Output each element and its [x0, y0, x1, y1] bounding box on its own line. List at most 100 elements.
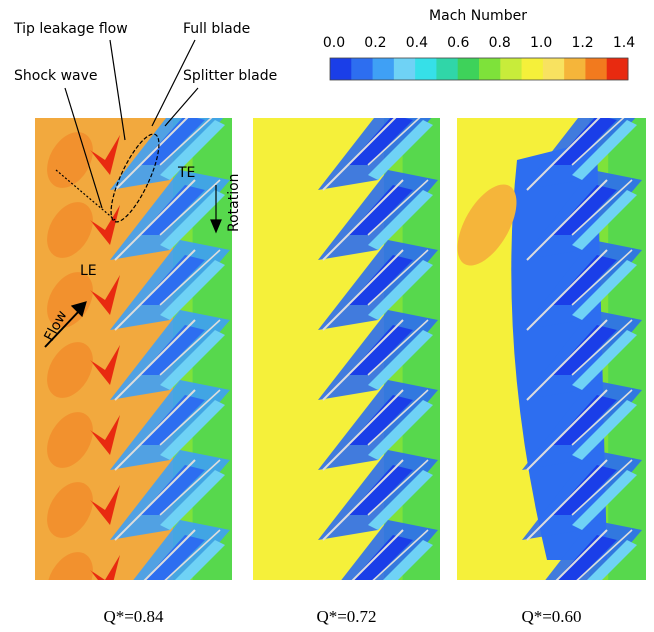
passage-core	[140, 185, 205, 235]
passage-core	[140, 325, 205, 375]
passage-core	[140, 465, 205, 515]
blade	[526, 118, 601, 191]
colorbar-swatch	[330, 58, 352, 80]
splitter	[159, 249, 221, 306]
annotation: Splitter blade	[183, 68, 277, 84]
contour-panel	[457, 118, 646, 580]
colorbar-swatch	[564, 58, 586, 80]
splitter	[367, 319, 429, 376]
passage-core	[144, 535, 205, 580]
blade	[114, 118, 189, 191]
colorbar-swatch	[457, 58, 480, 80]
passage-edge	[572, 400, 637, 460]
splitter	[367, 459, 429, 516]
blade	[555, 529, 608, 580]
passage-core	[140, 118, 205, 165]
panel-label: Q*=0.84	[103, 607, 164, 626]
shock-spot	[90, 275, 120, 315]
passage-core	[140, 395, 205, 445]
passage-edge	[572, 330, 637, 390]
passage-core	[348, 185, 413, 235]
annotation: LE	[80, 263, 97, 279]
colorbar-tick-label: 1.0	[530, 35, 552, 51]
colorbar-swatch	[372, 58, 395, 80]
splitter	[164, 529, 221, 580]
colorbar-tick-label: 0.6	[447, 35, 469, 51]
passage-edge	[368, 400, 433, 460]
colorbar-swatch	[351, 58, 374, 80]
panel-label: Q*=0.72	[316, 607, 376, 626]
region	[47, 202, 93, 258]
blade	[322, 459, 404, 541]
colorbar-frame	[329, 57, 629, 81]
passage-core	[552, 465, 617, 515]
colorbar-swatch	[606, 58, 629, 80]
splitter	[367, 179, 429, 236]
region	[47, 132, 93, 188]
passage-core	[348, 255, 413, 305]
passage-edge	[383, 540, 433, 580]
shock-spot	[90, 345, 120, 385]
region	[457, 184, 517, 266]
passage-edge	[160, 400, 225, 460]
shock-spot	[90, 555, 120, 580]
passage-edge	[160, 190, 225, 250]
blade	[526, 459, 608, 541]
annotation: Shock wave	[14, 68, 98, 84]
splitter	[571, 179, 633, 236]
region	[47, 482, 93, 538]
splitter	[367, 389, 429, 446]
blade	[322, 249, 404, 331]
colorbar-swatch	[479, 58, 501, 80]
passage-edge	[160, 260, 225, 320]
passage-edge	[160, 120, 225, 180]
blade	[114, 319, 196, 401]
passage-edge	[368, 120, 433, 180]
passage-core	[140, 255, 205, 305]
shock-spot	[90, 415, 120, 455]
passage-edge	[160, 470, 225, 530]
splitter	[571, 389, 633, 446]
passage-core	[352, 535, 413, 580]
splitter	[367, 118, 421, 166]
passage-edge	[160, 330, 225, 390]
splitter	[159, 319, 221, 376]
colorbar-swatch	[521, 58, 544, 80]
contour-panel	[35, 118, 232, 580]
colorbar-swatch	[542, 58, 565, 80]
blade	[322, 118, 397, 191]
passage-core	[552, 395, 617, 445]
passage-edge	[368, 260, 433, 320]
splitter	[571, 118, 625, 166]
region	[47, 552, 93, 580]
splitter	[159, 118, 213, 166]
splitter	[372, 529, 429, 580]
passage-edge	[572, 120, 637, 180]
passage-edge	[587, 540, 637, 580]
blade	[322, 319, 404, 401]
passage-edge	[572, 190, 637, 250]
annotation: Rotation	[226, 173, 242, 232]
blade	[114, 179, 196, 261]
blade	[351, 529, 404, 580]
colorbar-swatch	[436, 58, 459, 80]
passage-core	[552, 185, 617, 235]
splitter	[367, 249, 429, 306]
annotation: Tip leakage flow	[13, 21, 128, 37]
annotation: TE	[177, 165, 195, 181]
panels: Q*=0.84 Q*=0.72 Q*=0.60	[35, 118, 646, 626]
splitter	[159, 389, 221, 446]
shock-spot	[90, 485, 120, 525]
blade	[526, 319, 608, 401]
blade	[114, 459, 196, 541]
passage-core	[556, 535, 617, 580]
passage-core	[348, 325, 413, 375]
blade	[526, 249, 608, 331]
colorbar-swatch	[500, 58, 523, 80]
region	[47, 342, 93, 398]
passage-edge	[175, 540, 225, 580]
region	[47, 412, 93, 468]
passage-core	[552, 325, 617, 375]
passage-core	[348, 395, 413, 445]
